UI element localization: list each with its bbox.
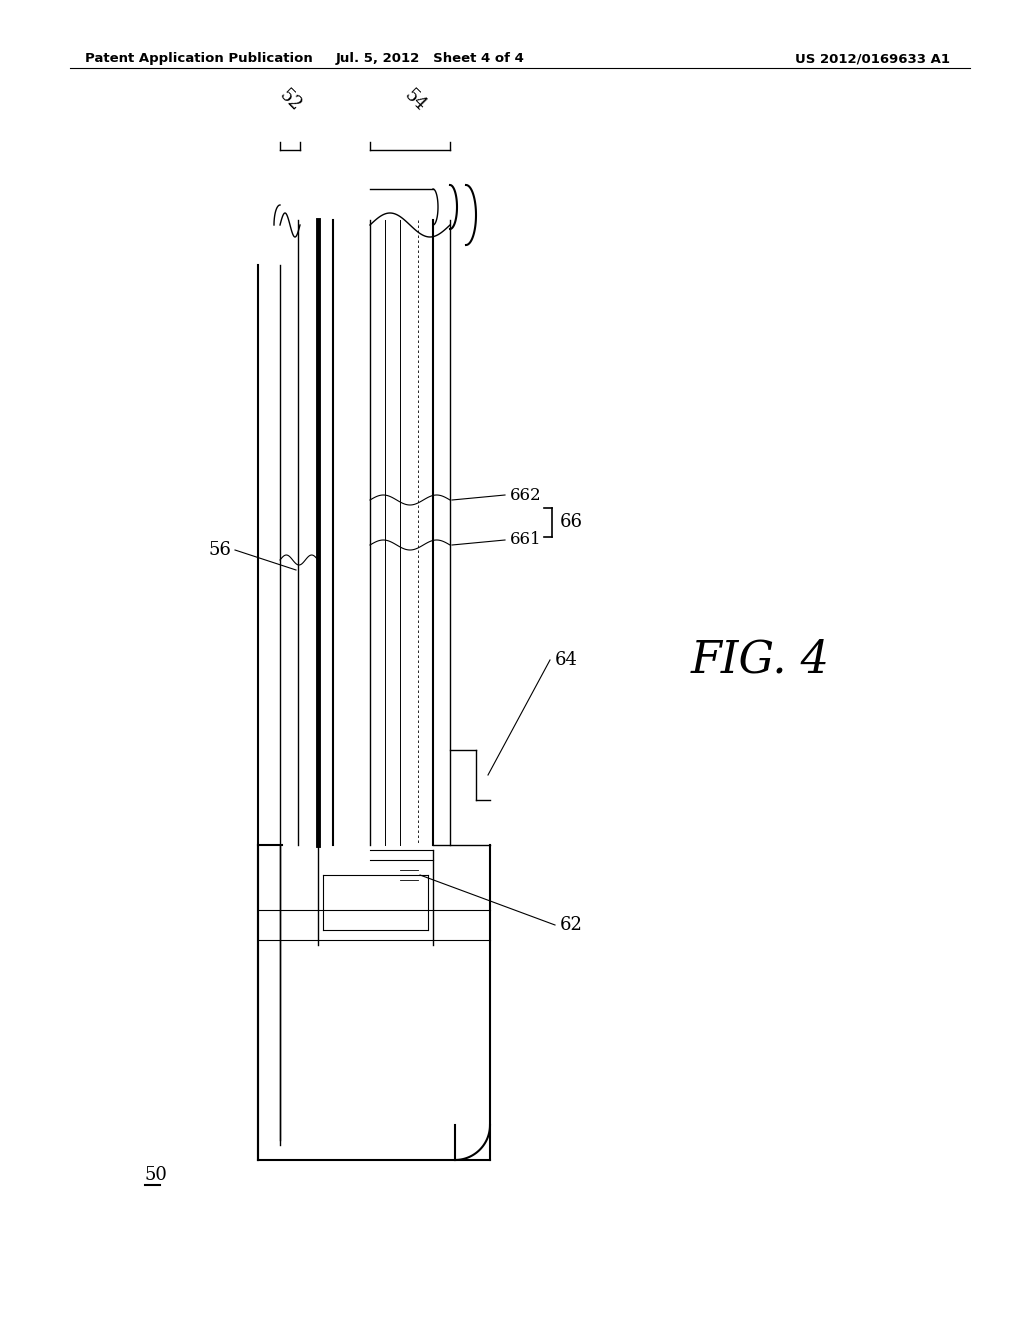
Text: Patent Application Publication: Patent Application Publication [85,51,312,65]
Text: 66: 66 [560,513,583,531]
Text: Jul. 5, 2012   Sheet 4 of 4: Jul. 5, 2012 Sheet 4 of 4 [336,51,524,65]
Text: 52: 52 [275,86,304,115]
Text: 54: 54 [400,86,429,115]
Text: 50: 50 [145,1166,168,1184]
Text: 62: 62 [560,916,583,935]
Text: 56: 56 [209,541,231,558]
Text: FIG. 4: FIG. 4 [690,639,829,681]
Text: 662: 662 [510,487,542,503]
Text: 661: 661 [510,532,542,549]
Text: 64: 64 [555,651,578,669]
Text: US 2012/0169633 A1: US 2012/0169633 A1 [795,51,950,65]
